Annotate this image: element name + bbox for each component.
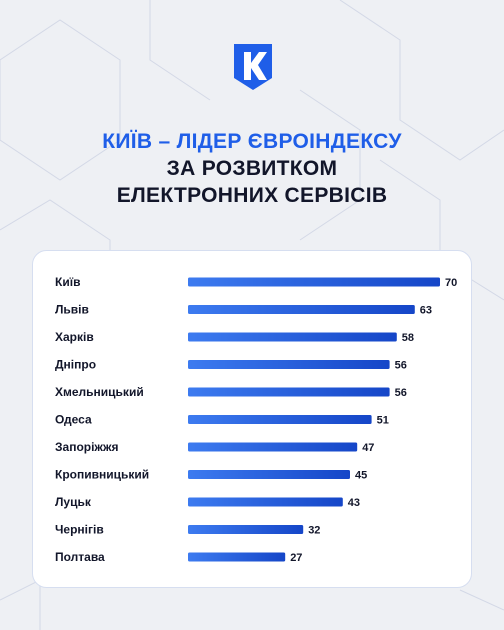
category-label: Харків	[55, 330, 94, 344]
bar	[188, 415, 372, 424]
value-label: 47	[362, 442, 374, 454]
category-label: Дніпро	[55, 358, 96, 372]
title-block: КИЇВ – ЛІДЕР ЄВРОІНДЕКСУ ЗА РОЗВИТКОМ ЕЛ…	[0, 128, 504, 209]
bar	[188, 332, 397, 342]
category-label: Хмельницький	[55, 385, 144, 399]
bar	[188, 277, 440, 287]
value-label: 56	[395, 387, 407, 399]
value-label: 45	[355, 469, 367, 481]
bar	[188, 470, 350, 479]
bar	[188, 387, 390, 397]
value-label: 43	[348, 497, 360, 509]
category-label: Одеса	[55, 413, 92, 427]
category-label: Львів	[55, 303, 89, 317]
value-label: 58	[402, 332, 414, 344]
bar	[188, 305, 415, 314]
bar	[188, 497, 343, 507]
bar	[188, 360, 390, 369]
value-label: 63	[420, 304, 432, 316]
bar	[188, 552, 286, 562]
value-label: 51	[377, 414, 389, 426]
logo	[234, 44, 272, 90]
category-label: Запоріжжя	[55, 440, 118, 454]
category-label: Луцьк	[55, 495, 92, 509]
category-label: Кропивницький	[55, 468, 149, 482]
value-label: 56	[395, 359, 407, 371]
bar	[188, 442, 358, 452]
value-label: 70	[445, 277, 457, 289]
value-label: 27	[290, 552, 302, 564]
category-label: Полтава	[55, 550, 105, 564]
chart-title: КИЇВ – ЛІДЕР ЄВРОІНДЕКСУ	[102, 130, 402, 153]
category-label: Київ	[55, 275, 80, 289]
chart-subtitle: ЗА РОЗВИТКОМ ЕЛЕКТРОННИХ СЕРВІСІВ	[116, 157, 388, 207]
bar	[188, 525, 304, 534]
category-label: Чернігів	[55, 523, 104, 537]
value-label: 32	[308, 524, 320, 536]
chart: Київ 70 Львів 63 Харків 58 Дніпро 56 Хмельницьки…	[32, 250, 472, 588]
